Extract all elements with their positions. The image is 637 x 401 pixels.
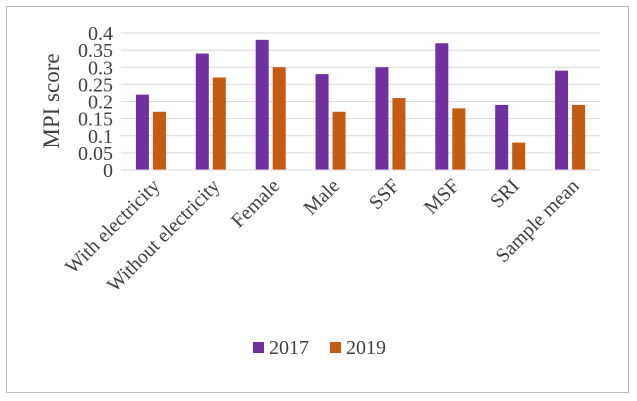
bar-2017-3: [255, 39, 269, 170]
bar-2019-1: [152, 111, 166, 170]
y-tick-label: 0.05: [78, 143, 113, 165]
category-label: Female: [227, 175, 284, 232]
y-tick-label: 0.1: [88, 126, 113, 148]
bar-2017-8: [555, 70, 569, 170]
y-tick-label: 0.35: [78, 40, 113, 62]
bar-2019-8: [572, 104, 586, 170]
y-tick-label: 0.2: [88, 92, 113, 114]
legend-swatch-2017: [253, 342, 264, 353]
y-tick-label: 0.3: [88, 57, 113, 79]
bar-2017-2: [195, 53, 209, 170]
legend-swatch-2019: [330, 342, 341, 353]
y-tick-label: 0: [103, 160, 113, 182]
bar-2019-3: [272, 67, 286, 170]
bar-2017-5: [375, 67, 389, 170]
bars: [135, 39, 586, 170]
y-tick-label: 0.15: [78, 109, 113, 131]
y-tick-labels: 00.050.10.150.20.250.30.350.4: [78, 23, 113, 182]
y-axis-title: MPI score: [39, 53, 64, 148]
category-label: Male: [299, 175, 344, 220]
legend-label-2019: 2019: [346, 337, 386, 359]
gridlines: [121, 32, 600, 154]
category-label: SSF: [365, 175, 404, 214]
y-tick-label: 0.25: [78, 74, 113, 96]
category-label: Without electricity: [103, 175, 224, 296]
bar-2017-4: [315, 74, 329, 170]
bar-2019-6: [452, 108, 466, 170]
bar-2019-7: [512, 142, 526, 170]
chart-frame: [6, 6, 629, 393]
bar-2019-2: [212, 77, 226, 170]
bar-2019-5: [392, 98, 406, 170]
bar-2017-6: [435, 43, 449, 170]
category-label: SRI: [486, 175, 524, 213]
category-label: MSF: [420, 175, 464, 219]
bar-2017-1: [135, 94, 149, 170]
y-tick-label: 0.4: [88, 23, 113, 45]
legend-label-2017: 2017: [269, 337, 309, 359]
bar-2017-7: [495, 104, 509, 170]
legend: 2017 2019: [253, 337, 386, 359]
bar-2019-4: [332, 111, 346, 170]
